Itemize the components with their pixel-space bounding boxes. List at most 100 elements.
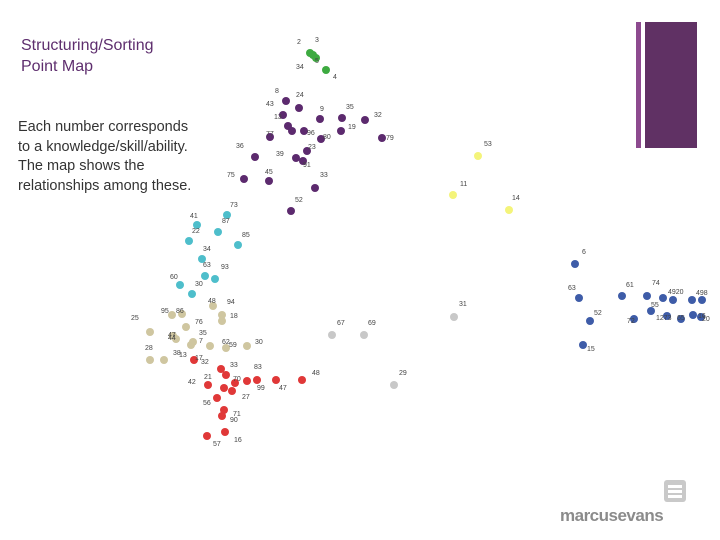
point-blue-65 — [677, 315, 685, 323]
point-label: 60 — [170, 274, 178, 281]
point-label: 90 — [230, 417, 238, 424]
point-label: 33 — [320, 172, 328, 179]
point-red-82 — [217, 365, 225, 373]
point-label: 35 — [199, 330, 207, 337]
point-blue-498 — [688, 296, 696, 304]
point-purple-35 — [338, 114, 346, 122]
map-description: Each number corresponds to a knowledge/s… — [18, 119, 192, 194]
point-red-70 — [231, 379, 239, 387]
point-label: 43 — [266, 101, 274, 108]
point-label: 498 — [696, 290, 708, 297]
point-label: 25 — [131, 315, 139, 322]
point-purple-8 — [282, 97, 290, 105]
point-tan-62 — [206, 342, 214, 350]
point-blue-63 — [575, 294, 583, 302]
point-teal-34 — [198, 255, 206, 263]
point-label: 48 — [312, 370, 320, 377]
point-label: 3 — [315, 37, 319, 44]
point-blue-1273 — [663, 312, 671, 320]
point-tan-28 — [146, 356, 154, 364]
point-teal-87 — [214, 228, 222, 236]
point-blue-52 — [586, 317, 594, 325]
point-label: 45 — [265, 169, 273, 176]
point-label: 4920 — [668, 289, 684, 296]
point-label: 30 — [195, 281, 203, 288]
point-purple-80 — [317, 135, 325, 143]
point-label: 61 — [626, 282, 634, 289]
point-label: 91 — [303, 162, 311, 169]
point-label: 70 — [233, 376, 241, 383]
point-green-34 — [312, 54, 320, 62]
point-green-4 — [322, 66, 330, 74]
point-label: 52 — [594, 310, 602, 317]
point-label: 22 — [192, 228, 200, 235]
point-label: 20 — [702, 316, 710, 323]
point-blue-61 — [618, 292, 626, 300]
point-purple-77 — [266, 133, 274, 141]
point-label: 13 — [179, 352, 187, 359]
point-label: 73 — [230, 202, 238, 209]
point-label: 13 — [274, 114, 282, 121]
point-red-17 — [190, 356, 198, 364]
point-label: 17 — [195, 355, 203, 362]
point-red-21 — [220, 384, 228, 392]
point-label: 5 — [315, 58, 319, 65]
point-tan-94 — [218, 311, 226, 319]
point-gray-67 — [328, 331, 336, 339]
point-red-42 — [204, 381, 212, 389]
point-tan-25 — [146, 328, 154, 336]
accent-block — [645, 22, 697, 148]
point-label: 77 — [266, 131, 274, 138]
point-label: 62 — [222, 339, 230, 346]
point-label: 21 — [204, 374, 212, 381]
point-label: 38 — [173, 350, 181, 357]
point-label: 83 — [254, 364, 262, 371]
point-label: 56 — [203, 400, 211, 407]
point-label: 16 — [698, 313, 706, 320]
point-label: 74 — [652, 280, 660, 287]
point-label: 67 — [337, 320, 345, 327]
point-label: 93 — [221, 264, 229, 271]
point-tan-30 — [243, 342, 251, 350]
point-tan-76 — [182, 323, 190, 331]
point-label: 6 — [582, 249, 586, 256]
marcusevans-logo-text: marcusevans — [560, 506, 664, 525]
point-label: 96 — [307, 130, 315, 137]
point-red-83 — [243, 377, 251, 385]
point-red-90 — [218, 412, 226, 420]
point-label: 53 — [484, 141, 492, 148]
point-tan-95 — [168, 311, 176, 319]
point-label: 48 — [208, 298, 216, 305]
point-label: 33 — [230, 362, 238, 369]
point-teal-41 — [193, 221, 201, 229]
point-label: 18 — [230, 313, 238, 320]
point-label: 52 — [295, 197, 303, 204]
point-label: 76 — [195, 319, 203, 326]
point-purple-43 — [279, 111, 287, 119]
point-label: 30 — [255, 339, 263, 346]
point-label: 99 — [257, 385, 265, 392]
point-label: 2 — [297, 39, 301, 46]
point-label: 32 — [201, 359, 209, 366]
point-blue-86 — [698, 296, 706, 304]
point-label: 71 — [233, 411, 241, 418]
point-teal-73 — [223, 211, 231, 219]
point-red-56 — [213, 394, 221, 402]
point-purple-79 — [378, 134, 386, 142]
point-gray-29 — [390, 381, 398, 389]
point-tan-7 — [187, 341, 195, 349]
point-purple-19 — [337, 127, 345, 135]
point-label: 86 — [176, 308, 184, 315]
point-label: 34 — [203, 246, 211, 253]
point-purple-96 — [300, 127, 308, 135]
marcusevans-logo-icon — [664, 480, 686, 502]
point-yellow-14 — [505, 206, 513, 214]
point-label: 87 — [222, 218, 230, 225]
point-blue-20 — [697, 313, 705, 321]
point-label: 9 — [320, 106, 324, 113]
point-label: 19 — [348, 124, 356, 131]
point-purple-9 — [316, 115, 324, 123]
page-title: Structuring/Sorting Point Map — [21, 37, 154, 75]
point-label: 29 — [399, 370, 407, 377]
